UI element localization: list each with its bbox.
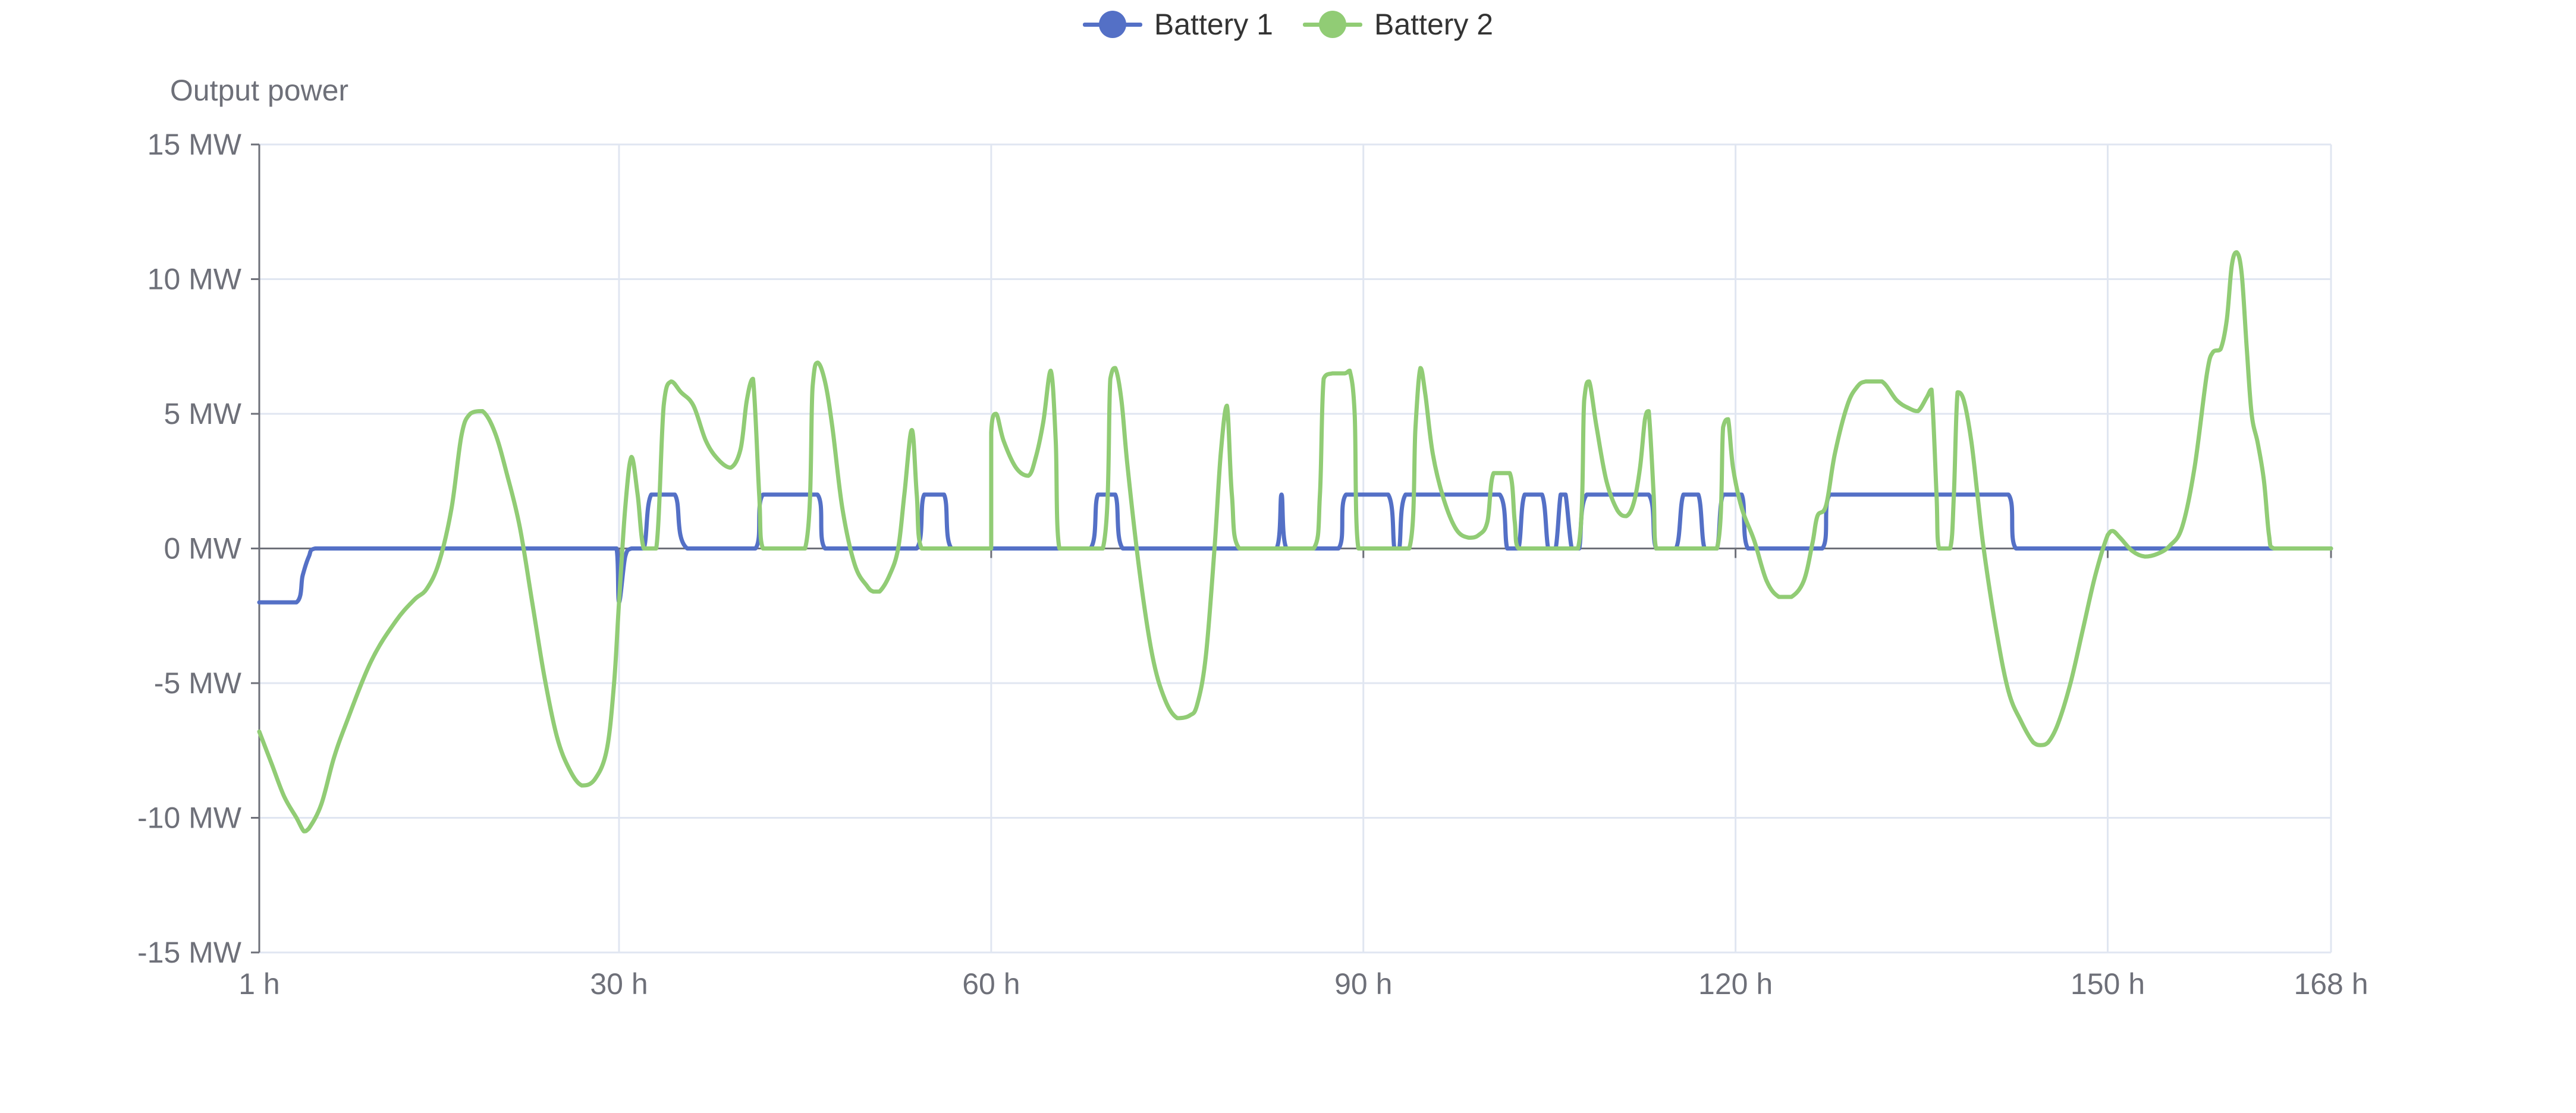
battery-1-legend-icon [1082,11,1142,38]
legend-item-battery-2[interactable]: Battery 2 [1303,7,1493,42]
x-tick-label: 60 h [962,967,1020,1001]
y-tick-label: -5 MW [154,666,242,700]
x-tick-label: 30 h [590,967,648,1001]
chart-legend: Battery 1 Battery 2 [0,0,2576,49]
battery-2-legend-icon [1303,11,1362,38]
legend-label-battery-1: Battery 1 [1154,8,1273,41]
battery-2-legend-dot [1319,11,1346,38]
legend-item-battery-1[interactable]: Battery 1 [1082,7,1273,42]
x-tick-label: 1 h [238,967,280,1001]
y-tick-label: -10 MW [137,801,242,835]
x-tick-label: 90 h [1334,967,1392,1001]
y-tick-label: 10 MW [147,263,242,296]
x-tick-label: 120 h [1698,967,1773,1001]
y-tick-label: 5 MW [164,397,241,430]
x-tick-label: 168 h [2294,967,2368,1001]
battery-1-legend-dot [1098,11,1126,38]
legend-label-battery-2: Battery 2 [1374,8,1494,41]
y-tick-label: 15 MW [147,128,242,161]
y-tick-label: 0 MW [164,532,241,565]
x-tick-label: 150 h [2071,967,2145,1001]
y-axis-title: Output power [170,74,348,107]
series-line-battery-2 [257,250,2333,834]
y-tick-label: -15 MW [137,936,242,969]
